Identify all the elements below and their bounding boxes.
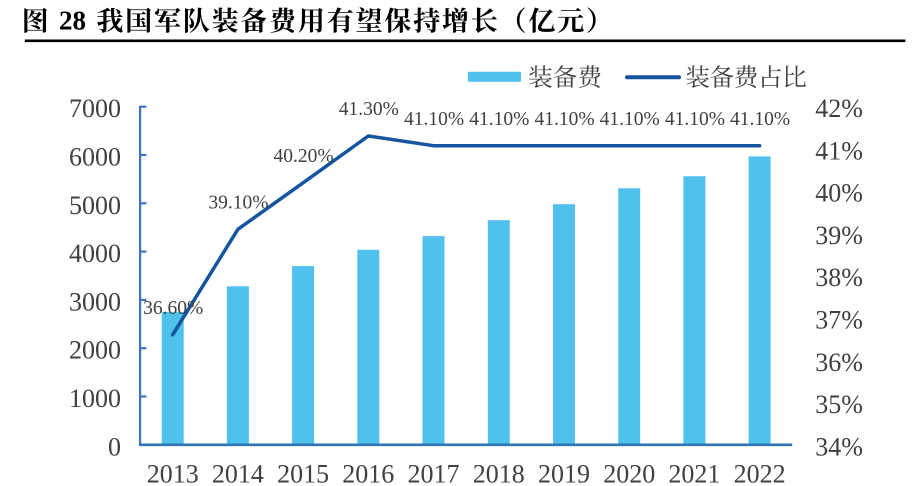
svg-text:34%: 34% [815, 432, 863, 461]
svg-text:36%: 36% [815, 348, 863, 377]
svg-text:42%: 42% [815, 94, 863, 123]
svg-text:2013: 2013 [147, 459, 199, 486]
svg-text:0: 0 [108, 432, 121, 461]
svg-text:2022: 2022 [734, 459, 786, 486]
svg-text:2000: 2000 [69, 336, 121, 365]
svg-text:41.10%: 41.10% [600, 109, 660, 130]
svg-text:1000: 1000 [69, 384, 121, 413]
svg-text:2015: 2015 [277, 459, 329, 486]
svg-text:39.10%: 39.10% [208, 192, 268, 213]
svg-text:41.10%: 41.10% [665, 109, 725, 130]
svg-text:2017: 2017 [408, 459, 460, 486]
svg-text:41.10%: 41.10% [534, 109, 594, 130]
svg-text:41.10%: 41.10% [469, 109, 529, 130]
svg-text:2021: 2021 [668, 459, 720, 486]
svg-text:2020: 2020 [603, 459, 655, 486]
svg-text:40%: 40% [815, 179, 863, 208]
svg-text:38%: 38% [815, 263, 863, 292]
svg-text:41.30%: 41.30% [339, 99, 399, 120]
svg-text:28: 28 [59, 6, 86, 36]
svg-text:41.10%: 41.10% [404, 109, 464, 130]
svg-text:35%: 35% [815, 390, 863, 419]
svg-text:7000: 7000 [69, 94, 121, 123]
svg-text:40.20%: 40.20% [274, 146, 334, 167]
svg-text:3000: 3000 [69, 287, 121, 316]
svg-text:4000: 4000 [69, 239, 121, 268]
svg-text:2016: 2016 [342, 459, 394, 486]
svg-text:37%: 37% [815, 306, 863, 335]
svg-text:41%: 41% [815, 137, 863, 166]
svg-text:41.10%: 41.10% [730, 109, 790, 130]
svg-text:36.60%: 36.60% [143, 298, 203, 319]
svg-text:2018: 2018 [473, 459, 525, 486]
svg-text:2019: 2019 [538, 459, 590, 486]
svg-text:39%: 39% [815, 221, 863, 250]
svg-text:5000: 5000 [69, 191, 121, 220]
svg-text:6000: 6000 [69, 143, 121, 172]
svg-text:2014: 2014 [212, 459, 264, 486]
